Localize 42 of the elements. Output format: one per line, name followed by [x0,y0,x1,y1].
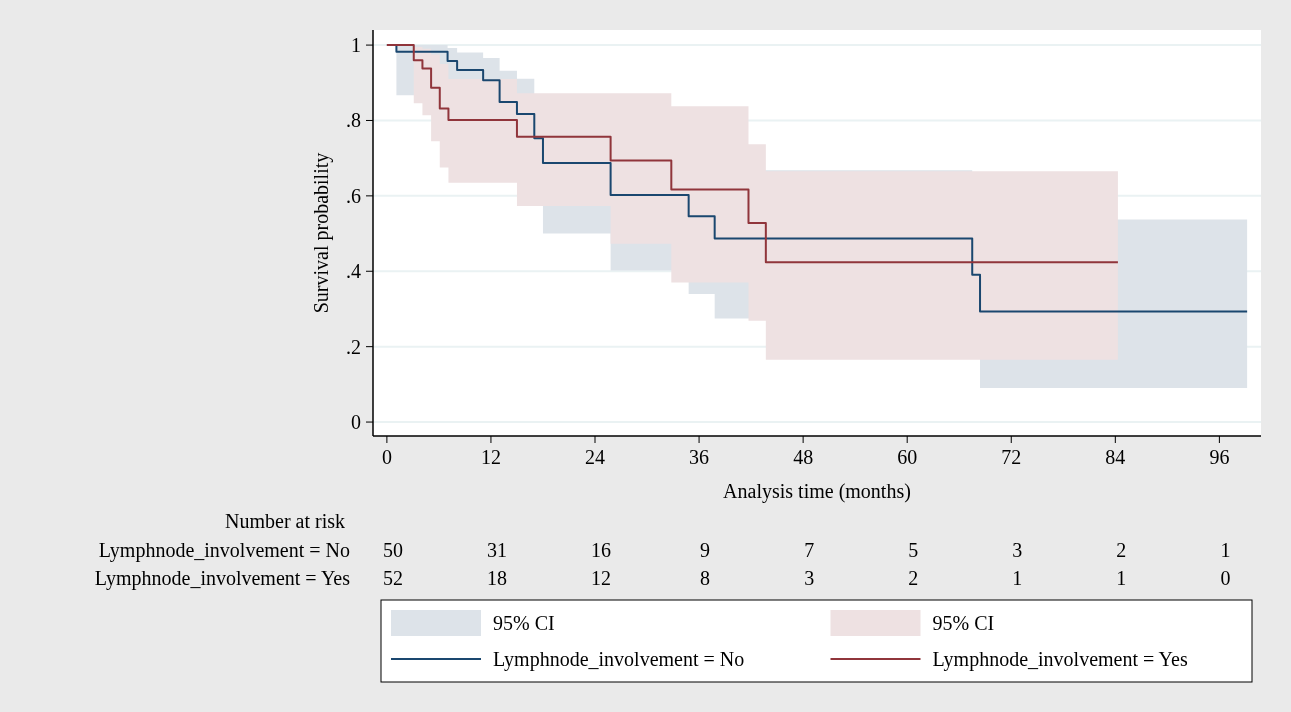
x-axis-title: Analysis time (months) [723,480,911,503]
x-tick-label: 36 [689,446,710,468]
text: Lymphnode_involvement = Yes [94,567,351,590]
text: 8 [700,567,711,589]
text: 16 [591,539,611,561]
y-tick-label: .8 [346,109,361,132]
text: 50 [382,539,403,561]
text: 12 [591,567,611,589]
text: 2 [1116,539,1127,561]
x-tick-label: 72 [1001,446,1022,468]
y-tick-label: .6 [346,184,361,207]
y-tick-label: 0 [351,411,361,434]
text: 3 [1012,539,1023,561]
x-tick-label: 60 [897,446,918,468]
y-axis-title: Survival probability [310,152,333,314]
text: 31 [486,539,507,561]
x-tick-label: 48 [793,446,814,468]
y-tick-label: 1 [351,34,361,57]
legend-label: Lymphnode_involvement = No [493,648,745,671]
text: 18 [486,567,507,589]
text: 95% CI [493,612,555,634]
y-tick-label: .4 [346,260,361,283]
text: 52 [382,567,403,589]
text: 1 [1012,567,1023,589]
x-tick-label: 24 [585,446,605,468]
text: Lymphnode_involvement = No [98,539,350,562]
x-tick-label: 0 [381,446,392,468]
text: 1 [1220,539,1231,561]
text: 0 [1220,567,1231,589]
text: 9 [700,539,711,561]
y-tick-label: .2 [346,335,361,358]
text: 5 [908,539,919,561]
text: 2 [908,567,919,589]
text: 7 [804,539,815,561]
x-tick-label: 12 [480,446,501,468]
x-tick-label: 84 [1105,446,1126,468]
legend-label: Lymphnode_involvement = Yes [932,648,1188,671]
text: 3 [804,567,815,589]
x-tick-label: 96 [1209,446,1230,468]
text: 95% CI [932,612,995,634]
text: 1 [1116,567,1127,589]
text: Number at risk [225,510,345,532]
